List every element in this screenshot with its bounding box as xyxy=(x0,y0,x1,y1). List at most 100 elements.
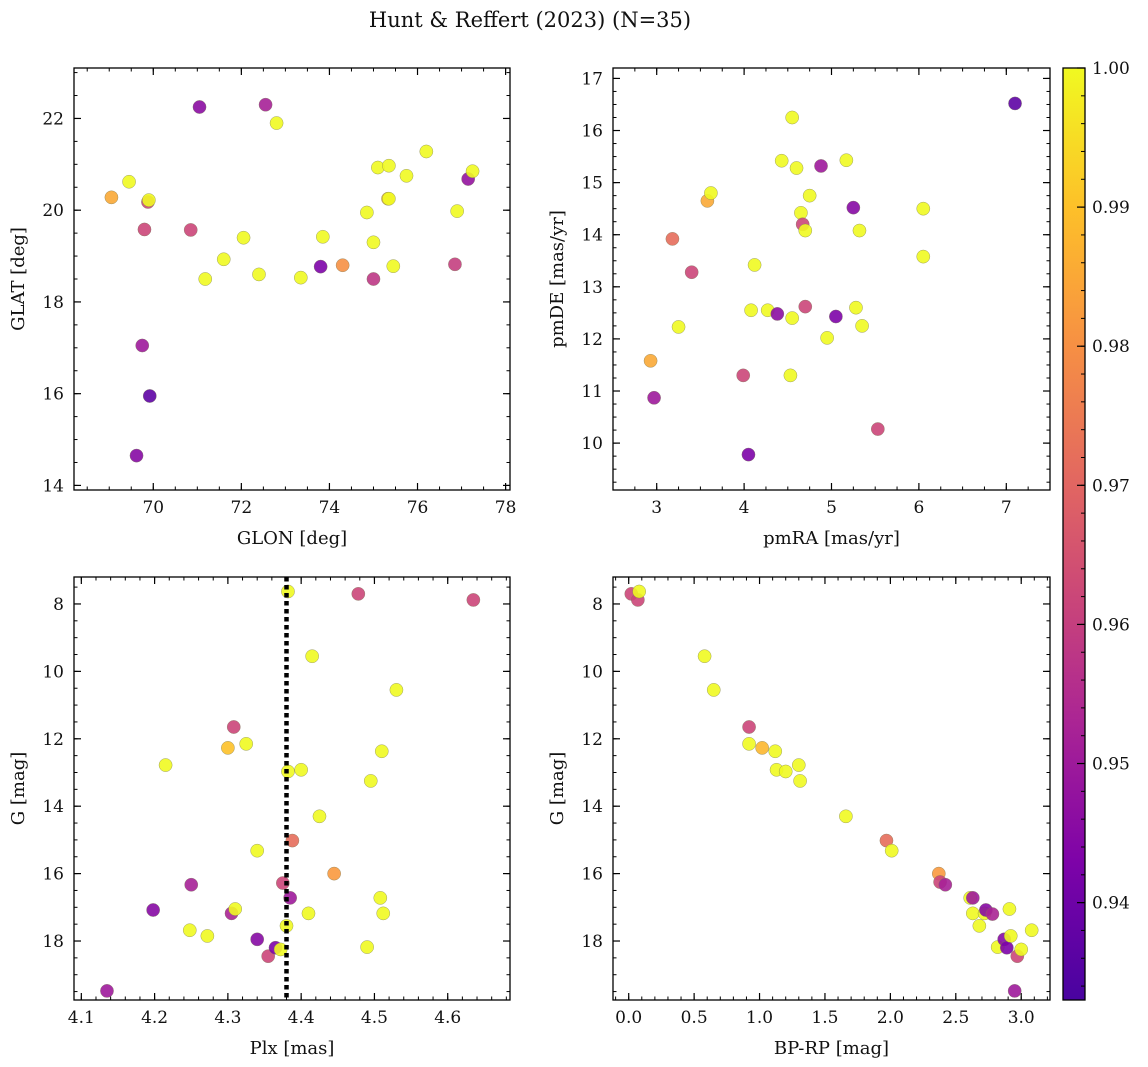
y-tick-label: 20 xyxy=(42,201,64,221)
x-tick-label: 4.2 xyxy=(141,1008,168,1028)
scatter-point xyxy=(791,758,806,772)
figure-title: Hunt & Reffert (2023) (N=35) xyxy=(369,8,691,32)
scatter-point xyxy=(294,762,309,777)
scatter-point xyxy=(820,331,834,345)
scatter-point xyxy=(852,223,867,238)
scatter-point xyxy=(135,338,150,353)
x-axis-label: BP-RP [mag] xyxy=(774,1038,889,1059)
y-tick-label: 18 xyxy=(581,932,603,952)
scatter-point xyxy=(785,311,800,325)
scatter-point xyxy=(313,259,328,274)
scatter-point xyxy=(146,903,160,917)
x-tick-label: 3 xyxy=(651,498,662,518)
scatter-point xyxy=(305,649,320,664)
colorbar-tick-label: 0.97 xyxy=(1092,476,1130,496)
scatter-point xyxy=(774,153,789,168)
y-tick-label: 13 xyxy=(581,278,603,298)
scatter-point xyxy=(382,191,396,206)
y-tick-label: 14 xyxy=(581,797,603,817)
scatter-point xyxy=(363,774,378,788)
scatter-point xyxy=(360,205,374,220)
scatter-point xyxy=(192,100,207,114)
scatter-point xyxy=(839,809,853,824)
scatter-point xyxy=(399,168,414,183)
scatter-point xyxy=(742,736,756,751)
scatter-point xyxy=(870,422,885,436)
scatter-point xyxy=(938,877,953,892)
scatter-point xyxy=(778,764,793,779)
scatter-point xyxy=(798,299,813,314)
scatter-point xyxy=(839,153,854,168)
axes-frame xyxy=(73,576,511,1001)
x-axis-label: GLON [deg] xyxy=(237,528,347,549)
x-tick-label: 4.5 xyxy=(361,1008,388,1028)
scatter-point xyxy=(1003,929,1018,943)
y-tick-label: 12 xyxy=(581,730,603,750)
y-tick-label: 14 xyxy=(42,476,64,496)
scatter-point xyxy=(198,272,213,286)
y-tick-label: 16 xyxy=(42,385,64,405)
colorbar: 0.94 0.95 0.96 0.97 0.98 0.99 1.00 xyxy=(1062,59,1130,1001)
scatter-point xyxy=(315,229,330,244)
scatter-point xyxy=(301,906,316,921)
scatter-point xyxy=(846,200,861,215)
scatter-point xyxy=(789,161,804,175)
y-tick-label: 12 xyxy=(581,330,603,350)
scatter-point xyxy=(972,918,987,933)
colorbar-tick-label: 1.00 xyxy=(1092,59,1130,79)
x-axis-label: pmRA [mas/yr] xyxy=(763,528,900,549)
scatter-point xyxy=(747,258,762,272)
x-tick-label: 74 xyxy=(319,498,341,518)
y-tick-label: 11 xyxy=(581,382,603,402)
scatter-point xyxy=(466,593,481,607)
y-tick-label: 22 xyxy=(42,109,64,129)
scatter-point xyxy=(671,320,686,334)
scatter-point xyxy=(183,223,198,237)
y-tick-label: 10 xyxy=(42,662,64,682)
x-tick-label: 2.5 xyxy=(942,1008,969,1028)
x-tick-label: 7 xyxy=(1001,498,1012,518)
y-tick-label: 12 xyxy=(42,730,64,750)
scatter-point xyxy=(768,744,783,759)
x-tick-label: 1.5 xyxy=(811,1008,838,1028)
x-tick-label: 70 xyxy=(142,498,164,518)
scatter-point xyxy=(226,720,241,734)
scatter-point xyxy=(327,866,341,881)
scatter-point xyxy=(122,174,136,189)
scatter-point xyxy=(373,891,388,905)
scatter-point xyxy=(448,257,462,272)
panel-bprp-g: 0.0 0.5 1.0 1.5 2.0 2.5 3.0 8 10 12 14 16 18 BP-RP [m… xyxy=(547,576,1051,1059)
scatter-point xyxy=(1002,902,1017,916)
scatter-point xyxy=(236,230,251,245)
scatter-point xyxy=(736,368,751,383)
scatter-point xyxy=(200,929,215,943)
scatter-point xyxy=(849,300,863,315)
scatter-point xyxy=(335,258,350,273)
scatter-point xyxy=(275,876,290,890)
scatter-point xyxy=(814,159,828,173)
x-tick-label: 0.5 xyxy=(681,1008,708,1028)
colorbar-tick-label: 0.99 xyxy=(1092,198,1130,218)
scatter-point xyxy=(382,158,396,173)
scatter-point xyxy=(293,270,308,285)
scatter-point xyxy=(706,683,721,697)
scatter-point xyxy=(351,587,366,601)
panel-glon-glat: 70 72 74 76 78 14 16 18 20 22 GLON [deg] GLAT [deg] xyxy=(8,67,517,549)
scatter-point xyxy=(366,272,381,286)
scatter-point xyxy=(741,447,756,462)
scatter-point xyxy=(1008,96,1022,111)
y-tick-label: 8 xyxy=(53,595,64,615)
scatter-point xyxy=(742,720,756,734)
scatter-point xyxy=(793,774,807,788)
scatter-point xyxy=(129,448,144,463)
scatter-point xyxy=(360,940,374,954)
scatter-point xyxy=(916,249,931,264)
x-tick-label: 78 xyxy=(495,498,517,518)
scatter-point xyxy=(450,204,465,218)
y-tick-label: 14 xyxy=(42,797,64,817)
y-tick-label: 10 xyxy=(581,662,603,682)
scatter-point xyxy=(104,190,119,205)
y-axis-label: GLAT [deg] xyxy=(8,227,29,331)
scatter-point xyxy=(632,584,647,599)
